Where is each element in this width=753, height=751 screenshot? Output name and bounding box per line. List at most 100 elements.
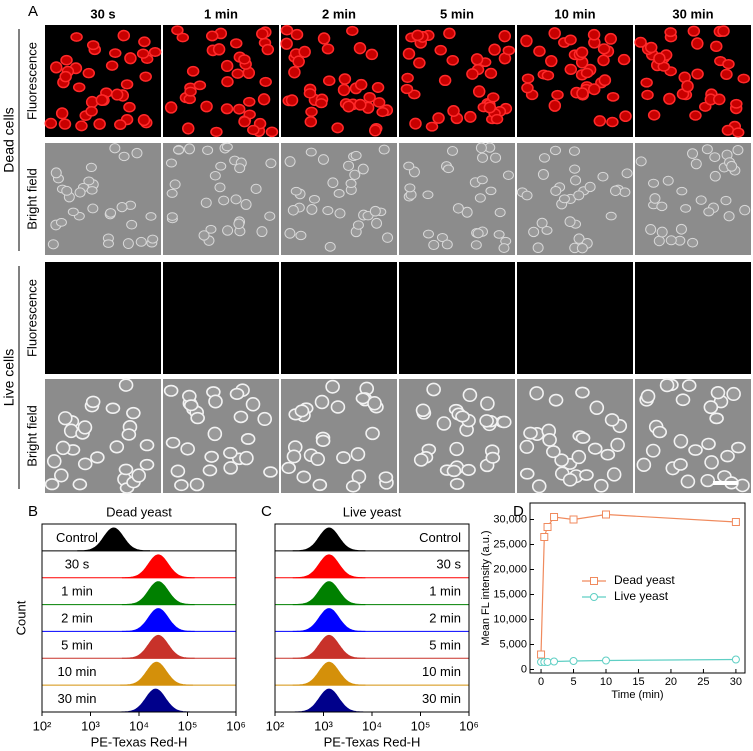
cell	[292, 55, 305, 68]
cell	[681, 379, 697, 392]
row-label: Bright field	[24, 405, 39, 466]
cell	[461, 206, 473, 218]
histogram	[292, 581, 366, 606]
cell	[212, 43, 226, 56]
y-tick-label: 20,000	[493, 563, 527, 575]
cell	[502, 170, 514, 180]
cell	[600, 448, 616, 461]
cell	[257, 93, 271, 106]
x-tick-label: 10⁶	[459, 718, 479, 733]
cell	[472, 228, 484, 239]
cell	[243, 96, 256, 107]
cell	[680, 204, 692, 213]
row-label: 5 min	[61, 637, 93, 652]
cell	[290, 28, 304, 41]
cell	[365, 426, 380, 441]
cell	[280, 24, 294, 36]
row-label: 30 s	[436, 557, 461, 572]
cell	[665, 235, 677, 246]
marker	[550, 513, 559, 521]
x-tick-label: 10⁵	[178, 718, 198, 733]
cell	[230, 194, 242, 205]
marker	[540, 533, 549, 541]
cell	[554, 453, 569, 467]
histogram	[292, 554, 366, 579]
histogram	[292, 527, 366, 552]
x-tick-label: 10⁶	[226, 718, 246, 733]
cell	[257, 411, 273, 427]
cell	[690, 158, 702, 170]
cell	[330, 400, 346, 414]
cell	[645, 443, 661, 458]
cell	[105, 208, 117, 218]
micrograph	[399, 262, 515, 374]
cell	[118, 463, 134, 476]
cell	[208, 394, 223, 409]
cell	[403, 161, 415, 171]
cell	[551, 89, 564, 100]
cell	[334, 208, 346, 219]
cell	[447, 146, 459, 156]
cell	[286, 449, 302, 464]
x-tick-label: 10⁴	[362, 718, 382, 733]
cell	[521, 73, 535, 84]
cell	[166, 188, 178, 198]
cell	[541, 70, 555, 81]
cell	[105, 402, 121, 415]
cell	[687, 237, 699, 248]
x-tick-label: 10⁵	[411, 718, 431, 733]
cell	[606, 467, 622, 482]
cell	[305, 147, 317, 157]
cell	[436, 416, 452, 431]
cell	[688, 444, 703, 456]
cell	[587, 83, 601, 96]
cell	[285, 94, 299, 107]
cell	[305, 106, 318, 117]
cell	[353, 41, 367, 55]
cell	[102, 239, 114, 248]
cell	[610, 437, 625, 452]
cell	[233, 410, 249, 424]
cell	[606, 116, 619, 128]
cell	[47, 239, 59, 250]
cell	[164, 101, 178, 114]
cell	[223, 461, 238, 475]
row-label: 30 min	[422, 691, 461, 706]
cell	[165, 158, 177, 168]
cell	[240, 433, 256, 445]
cell	[570, 175, 582, 186]
cell	[562, 473, 578, 487]
cell	[131, 147, 143, 159]
cell	[673, 458, 688, 471]
marker	[543, 523, 552, 531]
cell	[691, 37, 704, 50]
cell	[126, 219, 138, 230]
cell	[114, 119, 127, 130]
cell	[324, 241, 336, 252]
cell	[139, 458, 155, 471]
cell	[422, 229, 434, 239]
cell	[640, 77, 653, 88]
cell	[306, 204, 318, 215]
x-axis-label: Time (min)	[611, 689, 663, 701]
cell	[95, 94, 109, 106]
cell	[229, 38, 243, 49]
cell	[558, 194, 570, 204]
cell	[413, 57, 426, 69]
cell	[139, 71, 152, 82]
x-tick-label: 10²	[266, 718, 285, 733]
group-label: Live cells	[1, 349, 17, 407]
x-tick-label: 5	[570, 676, 576, 688]
cell	[345, 178, 357, 189]
cell	[464, 110, 477, 123]
cell	[59, 70, 72, 83]
cell	[564, 34, 577, 46]
panel-label: D	[513, 503, 524, 520]
cell	[494, 207, 506, 218]
cell	[239, 450, 254, 466]
cell	[109, 48, 122, 59]
cell	[261, 43, 275, 56]
cell	[472, 85, 486, 98]
cell	[284, 228, 296, 239]
cell	[174, 479, 189, 492]
